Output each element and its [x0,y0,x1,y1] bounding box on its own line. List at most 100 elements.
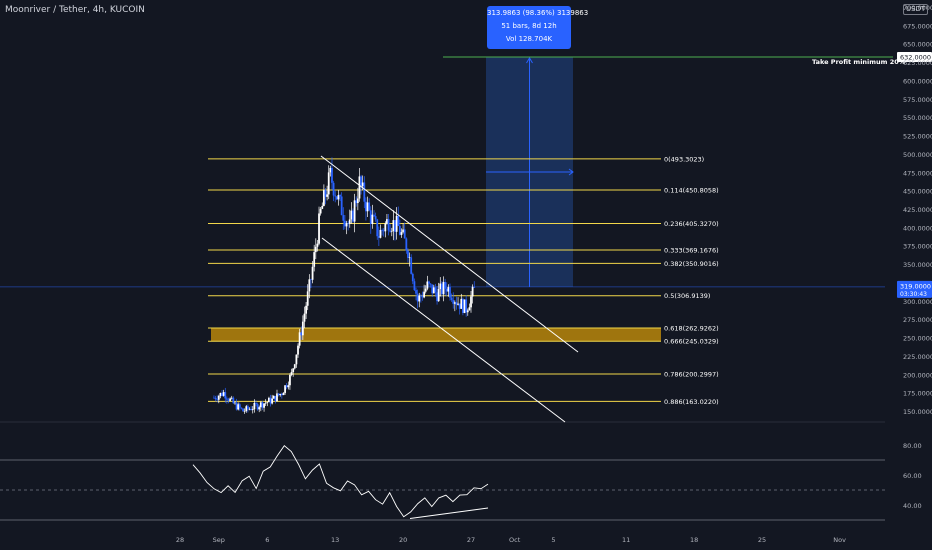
candle-body [321,205,324,209]
measure-bars: 51 bars, 8d 12h [501,22,557,30]
candle-body [457,303,459,305]
candle-body [284,385,286,393]
time-axis[interactable]: 28 Sep 6 13 20 27 Oct 5 11 18 25 Nov [176,536,846,544]
price-tick-label: 450.0000 [903,188,932,196]
candle-body [253,402,256,410]
golden-zone-rect [211,328,661,342]
candle-body [377,236,380,238]
candle-body [318,213,320,244]
candle-countdown: 03:30:43 [900,291,927,298]
candle-body [432,287,435,294]
candle-body [411,273,414,282]
candle-body [235,402,238,410]
candle-body [292,368,295,373]
candle-body [261,402,264,408]
candle-body [213,397,215,399]
price-tick-label: 350.0000 [903,261,932,269]
take-profit: Take Profit minimum 20%632.0000 [443,51,932,66]
fib-level-label: 0.382(350.9016) [664,260,719,268]
candle-body [416,293,419,302]
candle-body [259,402,262,408]
measure-volume: Vol 128.704K [505,35,553,43]
candle-body [449,287,451,298]
candle-body [227,399,230,401]
candle-body [234,402,236,404]
candle-body [285,385,288,388]
candle-body [332,182,335,196]
candle-body [282,392,285,396]
price-tick-label: 650.0000 [903,41,932,49]
candle-body [232,397,235,404]
candle-body [327,172,330,195]
candle-body [387,219,390,231]
candle-body [423,291,426,298]
price-tick-label: 175.0000 [903,390,932,398]
candle-body [339,195,341,197]
candle-body [431,284,434,294]
candle-body [313,252,316,267]
candle-body [340,196,343,216]
measure-tooltip: 313.9863 (98.36%) 3139863 51 bars, 8d 12… [487,6,589,49]
golden-zone [211,328,661,342]
time-tick-label: Oct [509,536,521,544]
channel-lower-line [321,237,566,423]
measure-h-arrow-head [568,168,574,176]
candle-body [445,288,448,292]
candle-body [319,208,322,214]
candle-body [462,298,464,313]
candle-body [238,404,241,408]
candle-body [289,374,291,386]
candle-body [217,395,220,400]
candle-body [407,250,409,258]
candle-body [243,411,246,412]
fib-level-label: 0.5(306.9139) [664,292,710,300]
candle-body [397,215,400,226]
price-tick-label: 275.0000 [903,316,932,324]
rsi-tick-label: 40.00 [903,502,922,510]
candle-body [248,408,251,410]
candle-body [266,402,269,403]
fib-level-label: 0(493.3023) [664,155,704,163]
rsi-tick-label: 60.00 [903,472,922,480]
time-tick-label: 6 [265,536,269,544]
candle-body [293,364,296,369]
descending-channel [320,155,579,423]
time-tick-label: 11 [622,536,630,544]
candle-body [458,303,461,309]
candle-body [271,398,274,404]
candle-body [287,385,290,388]
candle-body [429,283,432,285]
candle-body [382,230,385,232]
candle-body [305,305,307,314]
candlesticks [213,157,476,414]
measure-change: 313.9863 (98.36%) 3139863 [487,9,589,17]
candle-body [395,215,398,232]
time-tick-label: 18 [690,536,698,544]
rsi-line [192,445,489,518]
candle-body [334,195,337,197]
candle-body [374,216,377,220]
candle-body [439,283,442,290]
candle-body [350,210,353,220]
candle-body [347,223,350,224]
candle-body [400,232,403,235]
candle-body [221,392,223,396]
candle-body [352,210,354,222]
candle-body [274,395,277,402]
candle-body [426,281,429,289]
price-tick-label: 425.0000 [903,206,932,214]
current-price-value: 319.0000 [900,282,931,290]
measure-range [0,56,885,288]
price-tick-label: 625.0000 [903,59,932,67]
candle-body [250,408,253,411]
price-tick-label: 600.0000 [903,77,932,85]
price-axis[interactable]: 150.0000 175.0000 200.0000 225.0000 250.0000… [897,4,932,416]
currency-badge[interactable]: USDT [903,4,929,15]
candle-body [224,392,227,399]
candle-body [441,283,443,295]
candle-body [434,287,437,293]
candle-body [363,182,366,202]
candle-body [465,299,468,313]
price-tick-label: 400.0000 [903,224,932,232]
